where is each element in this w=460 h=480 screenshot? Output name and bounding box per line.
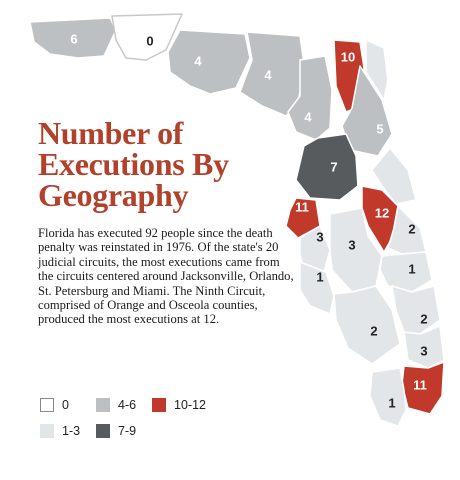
map-label-11-south: 11: [413, 377, 427, 392]
map-label-3-west: 3: [316, 229, 323, 244]
map-label-1-east: 1: [408, 261, 415, 276]
map-label-5: 5: [376, 121, 383, 136]
map-label-3-southeast: 3: [420, 343, 427, 358]
legend-label: 0: [62, 398, 69, 412]
legend-swatch: [152, 398, 166, 412]
legend-item-7-9: 7-9: [96, 424, 136, 438]
map-label-2-southeast: 2: [420, 311, 427, 326]
legend-label: 10-12: [174, 398, 206, 412]
legend-swatch: [40, 398, 54, 412]
map-label-6: 6: [70, 31, 77, 46]
legend-item-0: 0: [40, 398, 69, 412]
map-label-0: 0: [146, 33, 153, 48]
region-circuit-2: [167, 29, 251, 95]
region-circuit-12: [299, 261, 335, 315]
region-circuit-1: [29, 17, 117, 59]
region-circuit-15: [391, 285, 441, 335]
map-label-2-east: 2: [408, 221, 415, 236]
region-circuit-16: [369, 367, 407, 427]
legend-swatch: [96, 424, 110, 438]
map-label-1-west: 1: [316, 269, 323, 284]
region-circuit-3: [239, 31, 305, 117]
legend-item-4-6: 4-6: [96, 398, 136, 412]
region-circuit-14: [111, 13, 183, 61]
legend-label: 4-6: [118, 398, 137, 412]
legend-item-1-3: 1-3: [40, 424, 80, 438]
map-label-7: 7: [330, 159, 337, 174]
map-label-4-east: 4: [304, 109, 312, 124]
map-label-4-west: 4: [194, 53, 202, 68]
region-circuit-7: [341, 65, 393, 157]
legend-label: 7-9: [118, 424, 137, 438]
map-label-1-keys: 1: [388, 395, 395, 410]
region-circuit-18: [371, 147, 417, 205]
map-label-12: 12: [375, 205, 389, 220]
map-label-11-west: 11: [295, 199, 309, 214]
region-circuit-17: [403, 325, 445, 369]
legend-item-10-12: 10-12: [152, 398, 206, 412]
legend-swatch: [40, 424, 54, 438]
legend-swatch: [96, 398, 110, 412]
region-circuit-20: [333, 285, 401, 365]
region-circuit-5-ne: [365, 39, 389, 101]
map-label-10: 10: [341, 49, 355, 64]
legend-label: 1-3: [62, 424, 81, 438]
region-circuit-6: [285, 197, 321, 239]
map-description: Florida has executed 92 people since the…: [38, 226, 294, 327]
region-circuit-19: [379, 251, 433, 293]
map-label-2-south: 2: [370, 323, 377, 338]
map-label-4-mid: 4: [264, 67, 272, 82]
legend: 0 4-6 10-12 1-3 7-9: [40, 398, 240, 448]
region-circuit-5: [295, 133, 359, 201]
map-title: Number of Executions By Geography: [38, 115, 229, 213]
map-label-3-central: 3: [348, 237, 355, 252]
